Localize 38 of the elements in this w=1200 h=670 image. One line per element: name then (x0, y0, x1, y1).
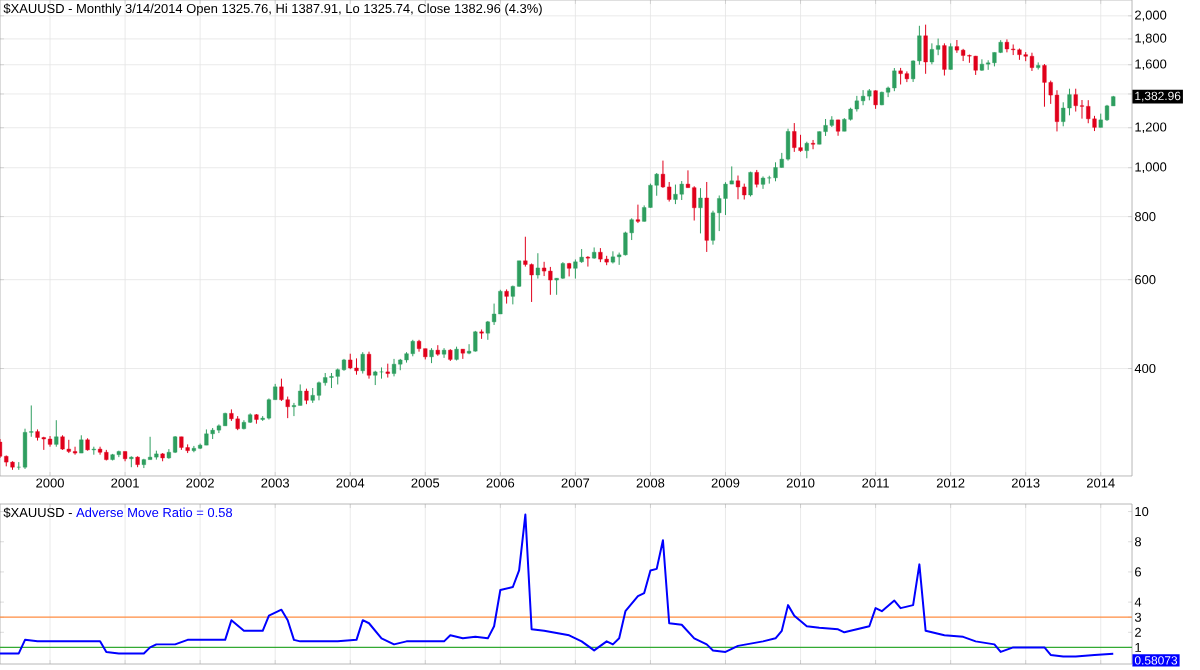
candlestick (548, 266, 553, 296)
candlestick (592, 246, 597, 260)
candlestick (785, 128, 791, 162)
candlestick (704, 181, 709, 253)
candlestick (929, 42, 934, 65)
candlestick (773, 161, 778, 182)
candlestick (1073, 88, 1078, 113)
candlestick (979, 58, 984, 72)
candlestick (567, 262, 572, 277)
candlestick (923, 24, 928, 75)
candlestick (1054, 89, 1060, 132)
candlestick (954, 39, 959, 54)
candlestick (360, 351, 365, 375)
candlestick (535, 252, 540, 280)
candlestick (148, 436, 153, 461)
candlestick (692, 185, 697, 222)
candlestick (936, 38, 941, 56)
candlestick (635, 204, 640, 224)
candlestick (861, 89, 866, 106)
candlestick (873, 89, 878, 110)
candlestick (54, 419, 59, 448)
candlestick (892, 67, 897, 92)
candlestick (792, 122, 797, 153)
candlestick (698, 187, 703, 234)
candlestick (942, 42, 947, 77)
candlestick (973, 55, 978, 76)
candlestick (1029, 52, 1035, 72)
candlestick (441, 347, 447, 359)
candlestick (679, 180, 684, 201)
candlestick (948, 42, 953, 71)
candlestick (366, 351, 372, 380)
candlestick (667, 181, 672, 203)
candlestick (735, 175, 741, 200)
candlestick (1042, 63, 1047, 108)
candlestick (379, 366, 384, 380)
candlestick (585, 255, 590, 268)
candlestick (673, 184, 678, 205)
candlestick (1086, 99, 1091, 124)
